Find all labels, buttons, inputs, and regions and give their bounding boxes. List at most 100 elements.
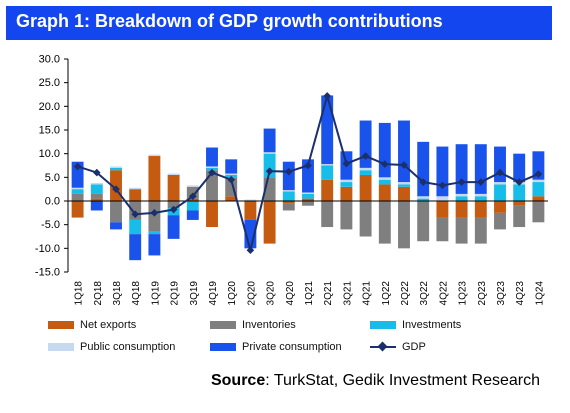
bar-net-exports-2Q18 — [90, 198, 103, 201]
bar-private-consumption-4Q20 — [282, 161, 295, 191]
gdp-point-1Q20 — [227, 175, 235, 184]
bar-public-consumption-4Q19 — [206, 166, 218, 168]
bar-private-consumption-3Q18 — [110, 222, 122, 230]
bar-investments-3Q22 — [417, 198, 430, 201]
bar-public-consumption-4Q22 — [436, 196, 449, 201]
bar-private-consumption-1Q18 — [71, 161, 84, 188]
x-tick-label: 3Q19 — [189, 281, 200, 306]
bar-net-exports-2Q19 — [167, 174, 180, 201]
bar-investments-1Q21 — [302, 193, 314, 199]
bar-inventories-2Q21 — [321, 201, 334, 228]
bar-private-consumption-2Q23 — [474, 144, 487, 194]
legend-label-private-consumption: Private consumption — [242, 341, 342, 353]
x-tick-label: 4Q23 — [515, 281, 526, 306]
bar-inventories-4Q21 — [359, 201, 372, 237]
gdp-point-2Q22 — [400, 161, 408, 169]
x-tick-label: 3Q20 — [266, 281, 277, 306]
bar-public-consumption-4Q21 — [359, 167, 372, 171]
bar-private-consumption-3Q20 — [263, 128, 276, 153]
gdp-point-3Q19 — [189, 192, 197, 201]
gdp-point-3Q22 — [419, 178, 427, 186]
bar-private-consumption-1Q19 — [148, 234, 161, 256]
chart: 30.0 25.0 20.0 15.0 10.0 5.0 0.0 -5.0 -10.0 -15.0… — [35, 54, 548, 306]
bar-private-consumption-1Q22 — [378, 122, 391, 178]
x-tick-label: 1Q19 — [150, 281, 161, 306]
bar-investments-1Q18 — [71, 189, 84, 194]
legend: Net exports Inventories Investments Publ… — [48, 318, 548, 362]
bar-investments-1Q23 — [455, 196, 468, 201]
source-label: Source — [210, 372, 266, 389]
bar-net-exports-1Q24 — [532, 196, 545, 201]
bar-inventories-2Q18 — [90, 193, 103, 199]
bar-investments-4Q20 — [282, 191, 295, 201]
bar-inventories-2Q22 — [398, 201, 410, 249]
chart-title: Graph 1: Breakdown of GDP growth contrib… — [16, 11, 443, 31]
bar-private-consumption-4Q18 — [129, 234, 142, 261]
bar-inventories-4Q23 — [513, 205, 526, 228]
bar-net-exports-1Q22 — [378, 184, 391, 201]
bar-public-consumption-1Q20 — [225, 173, 238, 175]
bar-private-consumption-1Q24 — [532, 151, 545, 180]
bar-inventories-2Q19 — [167, 201, 180, 209]
x-tick-label: 1Q24 — [534, 281, 545, 306]
bar-inventories-3Q23 — [494, 212, 506, 230]
x-tick-label: 2Q18 — [93, 281, 104, 306]
bar-public-consumption-3Q22 — [417, 196, 430, 199]
bar-public-consumption-1Q22 — [378, 177, 391, 180]
bar-private-consumption-2Q22 — [398, 120, 410, 183]
bar-public-consumption-1Q19 — [148, 154, 161, 157]
gdp-point-4Q20 — [285, 167, 293, 176]
gdp-line-layer — [73, 92, 543, 255]
gdp-point-2Q21 — [323, 92, 331, 100]
x-tick-label: 4Q18 — [131, 281, 142, 306]
x-tick-label: 2Q20 — [246, 281, 257, 306]
bar-net-exports-3Q21 — [340, 186, 353, 201]
bar-private-consumption-4Q22 — [436, 146, 449, 197]
bar-net-exports-2Q20 — [244, 201, 257, 220]
bar-inventories-4Q20 — [282, 203, 295, 211]
x-tick-label: 2Q19 — [170, 281, 181, 306]
gdp-point-4Q21 — [361, 152, 370, 160]
x-tick-label: 4Q20 — [285, 281, 296, 306]
x-tick-label: 1Q23 — [458, 281, 469, 306]
bar-net-exports-1Q23 — [455, 201, 468, 218]
x-tick-label: 1Q21 — [304, 281, 315, 306]
bar-investments-1Q19 — [148, 231, 161, 235]
bar-investments-2Q22 — [398, 184, 410, 187]
legend-label-gdp: GDP — [402, 341, 426, 353]
x-tick-label: 2Q22 — [400, 281, 411, 306]
y-tick-label: -15.0 — [35, 267, 60, 279]
gdp-point-1Q21 — [304, 161, 312, 170]
bar-investments-3Q18 — [110, 167, 122, 171]
bar-private-consumption-4Q19 — [206, 147, 218, 167]
bar-private-consumption-2Q18 — [90, 201, 103, 211]
x-tick-label: 1Q22 — [381, 281, 392, 306]
bar-inventories-1Q21 — [302, 201, 314, 206]
y-tick-label: 10.0 — [39, 148, 60, 160]
bar-inventories-4Q22 — [436, 217, 449, 242]
gdp-point-4Q23 — [515, 178, 523, 186]
gdp-point-2Q18 — [93, 168, 101, 177]
bar-investments-1Q22 — [378, 179, 391, 185]
y-tick-label: 5.0 — [45, 172, 60, 184]
bar-private-consumption-1Q23 — [455, 144, 468, 194]
legend-swatch-inventories — [210, 321, 236, 329]
bar-investments-4Q18 — [129, 219, 142, 235]
bar-investments-2Q23 — [474, 196, 487, 201]
bar-investments-2Q21 — [321, 165, 334, 180]
bar-private-consumption-4Q23 — [513, 153, 526, 183]
legend-label-net-exports: Net exports — [80, 319, 137, 331]
bar-inventories-3Q18 — [110, 201, 122, 223]
source-note: Source: TurkStat, Gedik Investment Resea… — [211, 372, 540, 390]
legend-label-public-consumption: Public consumption — [80, 341, 176, 353]
bar-inventories-1Q22 — [378, 201, 391, 244]
bar-net-exports-4Q22 — [436, 201, 449, 218]
bar-public-consumption-2Q20 — [244, 199, 257, 201]
bar-private-consumption-2Q20 — [244, 219, 257, 249]
gdp-point-1Q19 — [150, 209, 159, 217]
bar-public-consumption-4Q18 — [129, 187, 142, 190]
bar-public-consumption-1Q23 — [455, 193, 468, 197]
gdp-point-2Q20 — [246, 246, 255, 255]
bar-net-exports-4Q19 — [206, 201, 218, 228]
y-tick-label: 25.0 — [39, 77, 60, 89]
